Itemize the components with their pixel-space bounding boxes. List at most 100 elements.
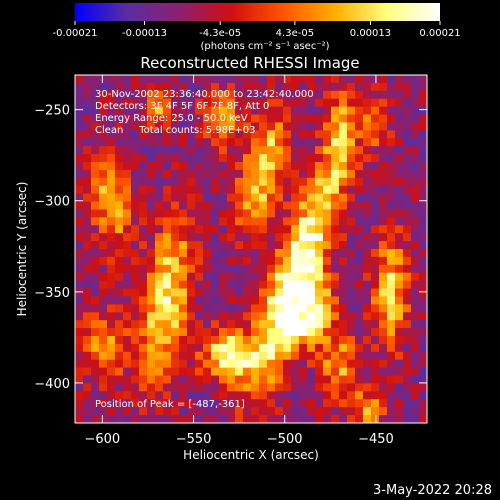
heatmap-cell <box>315 138 324 147</box>
heatmap-cell <box>403 375 412 385</box>
heatmap-cell <box>283 359 292 369</box>
heatmap-cell <box>315 98 324 108</box>
heatmap-cell <box>371 359 380 369</box>
heatmap-cell <box>75 375 84 385</box>
heatmap-cell <box>355 177 364 187</box>
heatmap-cell <box>259 209 268 218</box>
heatmap-cell <box>107 209 116 218</box>
heatmap-cell <box>339 106 348 116</box>
heatmap-cell <box>147 328 156 337</box>
heatmap-cell <box>379 201 388 211</box>
heatmap-cell <box>243 177 252 187</box>
heatmap-cell <box>75 256 84 266</box>
heatmap-cell <box>315 146 324 155</box>
heatmap-cell <box>347 399 356 408</box>
heatmap-cell <box>211 359 220 369</box>
heatmap-cell <box>275 407 284 416</box>
heatmap-cell <box>267 122 276 131</box>
heatmap-cell <box>395 193 404 203</box>
heatmap-cell <box>395 154 404 163</box>
heatmap-cell <box>187 185 196 195</box>
heatmap-cell <box>171 98 180 108</box>
heatmap-cell <box>187 351 196 361</box>
heatmap-cell <box>219 304 228 313</box>
heatmap-cell <box>283 256 292 266</box>
heatmap-cell <box>291 280 300 290</box>
heatmap-cell <box>323 272 332 282</box>
heatmap-cell <box>227 75 236 84</box>
heatmap-cell <box>91 256 100 266</box>
heatmap-cell <box>211 415 220 423</box>
heatmap-cell <box>99 399 108 408</box>
y-tick-label: −350 <box>34 286 70 301</box>
heatmap-cell <box>147 177 156 187</box>
heatmap-cell <box>131 296 140 305</box>
heatmap-cell <box>403 399 412 408</box>
heatmap-cell <box>179 241 188 250</box>
heatmap-cell <box>283 249 292 258</box>
heatmap-cell <box>331 146 340 155</box>
heatmap-cell <box>419 264 427 274</box>
heatmap-cell <box>307 415 316 423</box>
heatmap-cell <box>83 249 92 258</box>
heatmap-cell <box>75 415 84 423</box>
heatmap-cell <box>275 391 284 400</box>
heatmap-cell <box>187 233 196 242</box>
heatmap-cell <box>227 217 236 226</box>
heatmap-cell <box>395 146 404 155</box>
heatmap-cell <box>139 106 148 116</box>
heatmap-cell <box>243 185 252 195</box>
heatmap-cell <box>219 82 228 92</box>
heatmap-cell <box>83 320 92 329</box>
heatmap-cell <box>251 241 260 250</box>
heatmap-cell <box>275 146 284 155</box>
heatmap-cell <box>203 343 212 353</box>
heatmap-cell <box>187 241 196 250</box>
heatmap-cell <box>331 225 340 234</box>
heatmap-cell <box>275 217 284 226</box>
heatmap-cell <box>107 264 116 274</box>
heatmap-cell <box>219 209 228 218</box>
heatmap-cell <box>179 312 188 321</box>
heatmap-cell <box>155 264 164 274</box>
heatmap-cell <box>403 114 412 124</box>
heatmap-cell <box>307 328 316 337</box>
heatmap-cell <box>211 399 220 408</box>
heatmap-cell <box>331 130 340 139</box>
heatmap-cell <box>171 415 180 423</box>
heatmap-cell <box>91 193 100 203</box>
heatmap-cell <box>219 122 228 131</box>
heatmap-cell <box>307 90 316 100</box>
heatmap-cell <box>395 359 404 369</box>
heatmap-cell <box>123 193 132 203</box>
heatmap-cell <box>219 162 228 171</box>
heatmap-cell <box>171 146 180 155</box>
heatmap-cell <box>219 296 228 305</box>
heatmap-cell <box>243 343 252 353</box>
heatmap-cell <box>227 312 236 321</box>
heatmap-cell <box>307 75 316 84</box>
heatmap-cell <box>387 383 396 392</box>
heatmap-cell <box>163 375 172 385</box>
heatmap-cell <box>347 122 356 131</box>
heatmap-cell <box>339 201 348 211</box>
heatmap-cell <box>147 193 156 203</box>
heatmap-cell <box>339 296 348 305</box>
heatmap-cell <box>115 256 124 266</box>
heatmap-cell <box>163 241 172 250</box>
heatmap-cell <box>99 98 108 108</box>
heatmap-cell <box>371 343 380 353</box>
heatmap-cell <box>139 209 148 218</box>
heatmap-cell <box>123 383 132 392</box>
heatmap-cell <box>355 90 364 100</box>
heatmap-cell <box>299 177 308 187</box>
heatmap-cell <box>123 114 132 124</box>
heatmap-cell <box>347 391 356 400</box>
heatmap-cell <box>299 296 308 305</box>
heatmap-cell <box>299 264 308 274</box>
heatmap-cell <box>179 122 188 131</box>
heatmap-cell <box>187 225 196 234</box>
heatmap-cell <box>347 193 356 203</box>
heatmap-cell <box>275 209 284 218</box>
heatmap-cell <box>91 106 100 116</box>
